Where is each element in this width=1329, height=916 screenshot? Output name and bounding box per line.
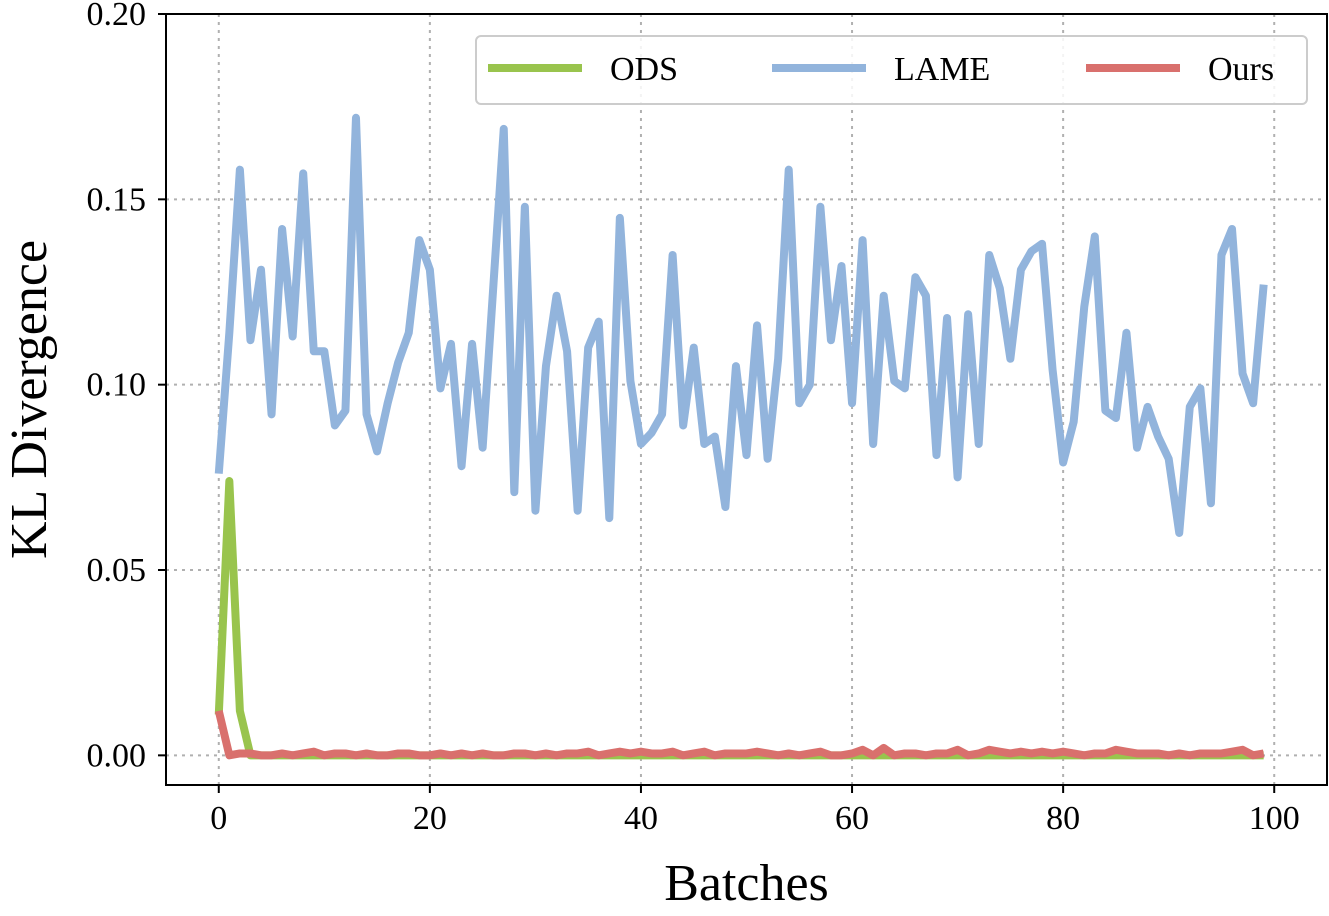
x-tick-label-0: 0 [210, 800, 227, 837]
legend-box [475, 35, 1308, 105]
grid-lines [166, 13, 1327, 785]
x-axis-title: Batches [664, 855, 829, 912]
x-axis-ticks: 0 20 40 60 80 100 [210, 785, 1300, 837]
legend-label-ours: Ours [1208, 51, 1274, 88]
legend: ODS LAME Ours [475, 35, 1308, 105]
series-lines [214, 113, 1268, 760]
x-tick-label-20: 20 [413, 800, 447, 837]
series-line-ours [214, 709, 1265, 760]
series-line-ods [214, 477, 1264, 760]
x-tick-label-40: 40 [624, 800, 658, 837]
x-tick-label-80: 80 [1046, 800, 1080, 837]
y-tick-label-0.00: 0.00 [87, 737, 147, 774]
series-line-lame [214, 113, 1268, 537]
y-tick-label-0.20: 0.20 [87, 0, 147, 33]
y-tick-label-0.10: 0.10 [87, 367, 147, 404]
x-tick-label-100: 100 [1249, 800, 1300, 837]
y-tick-label-0.05: 0.05 [87, 552, 147, 589]
y-tick-label-0.15: 0.15 [87, 181, 147, 218]
y-axis-ticks: 0.00 0.05 0.10 0.15 0.20 [87, 0, 166, 774]
legend-label-ods: ODS [610, 51, 678, 88]
legend-label-lame: LAME [894, 51, 990, 88]
y-axis-title: KL Divergence [1, 240, 58, 559]
plot-frame [165, 13, 1328, 786]
x-tick-label-60: 60 [835, 800, 869, 837]
